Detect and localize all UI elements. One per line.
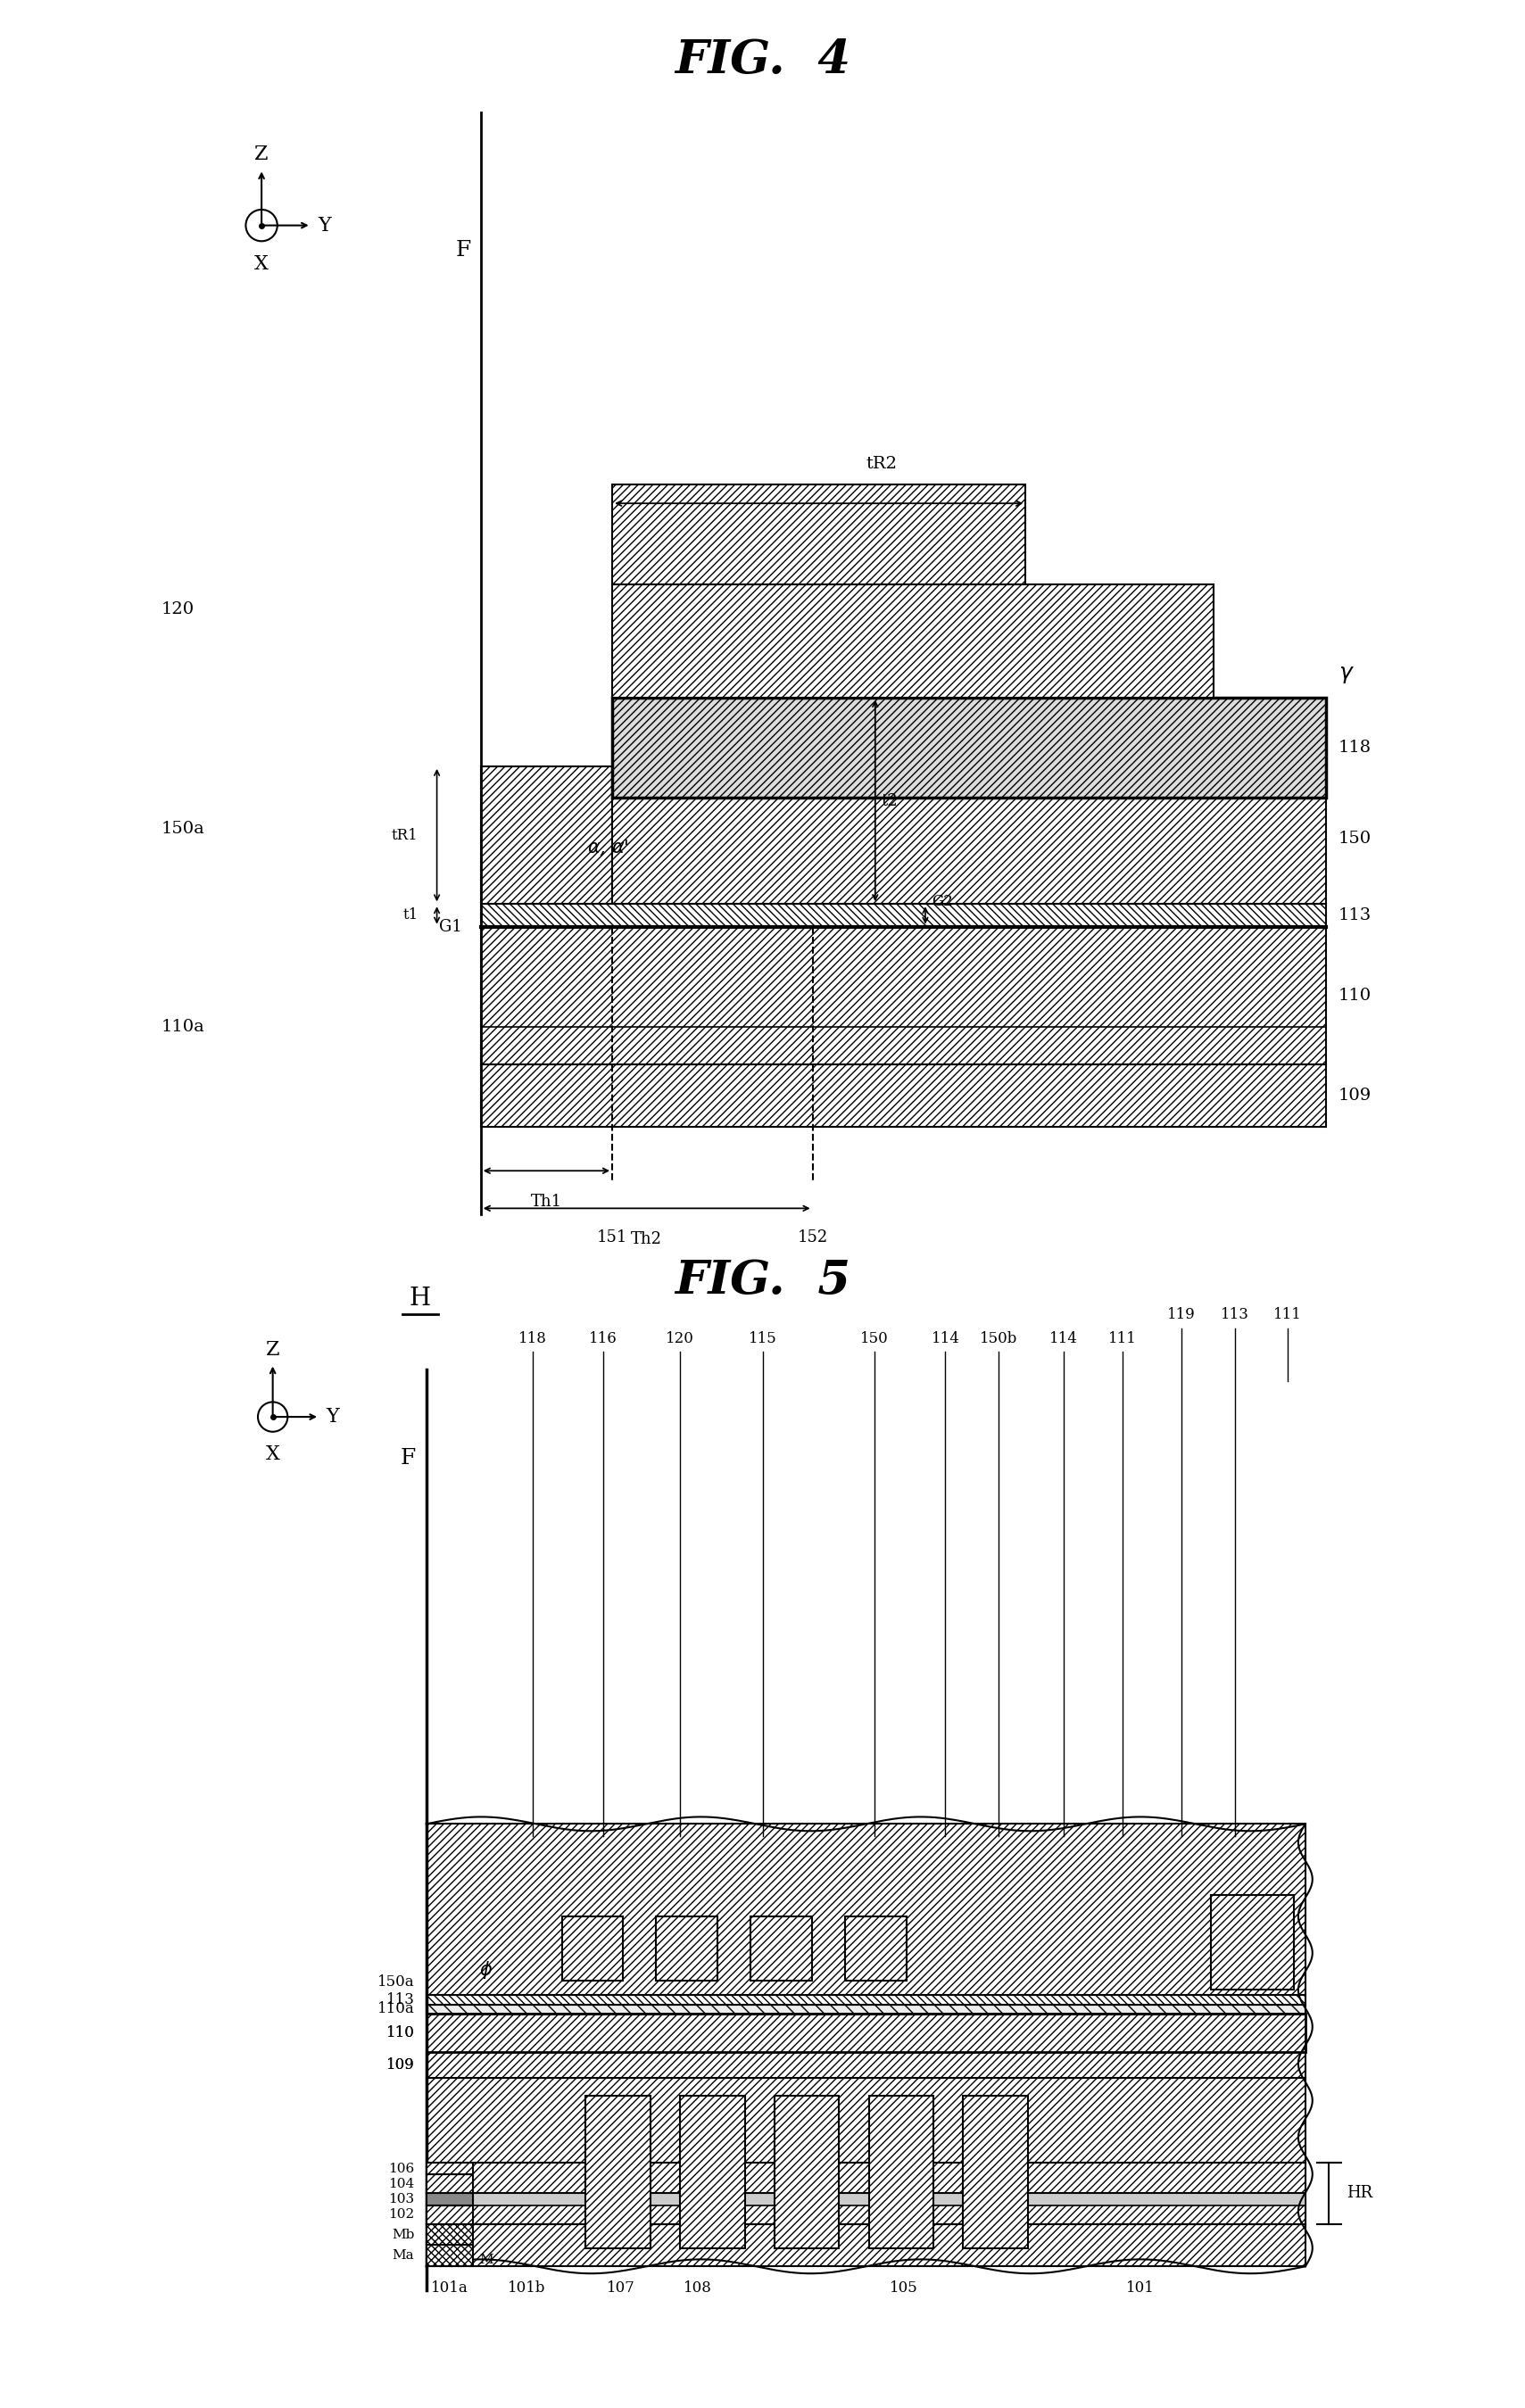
Text: 116: 116 (589, 1332, 618, 1346)
Text: HR: HR (1347, 2184, 1372, 2201)
Text: 101a: 101a (432, 2280, 468, 2295)
Text: 113: 113 (1339, 908, 1372, 922)
Text: Z: Z (265, 1339, 279, 1361)
Text: F: F (456, 241, 471, 260)
Bar (869, 2095, 933, 2249)
Bar (612, 797, 1327, 903)
Text: Th1: Th1 (531, 1194, 563, 1209)
Text: 150b: 150b (979, 1332, 1017, 1346)
Text: 101b: 101b (508, 2280, 546, 2295)
Bar (425, 2206, 473, 2225)
Bar (425, 1994, 1305, 2003)
Text: 110a: 110a (162, 1019, 204, 1035)
Text: 150: 150 (1339, 831, 1371, 845)
Text: X: X (255, 255, 268, 275)
Text: G1: G1 (439, 917, 462, 934)
Text: 111: 111 (1109, 1332, 1136, 1346)
Text: 152: 152 (798, 1230, 828, 1245)
Text: 110: 110 (386, 2025, 415, 2040)
Text: 109: 109 (386, 2056, 415, 2073)
Bar (473, 2162, 1305, 2225)
Text: Th2: Th2 (631, 1230, 662, 1247)
Bar (473, 2194, 1305, 2206)
Text: t1: t1 (403, 908, 418, 922)
Text: 107: 107 (607, 2280, 634, 2295)
Bar (964, 2095, 1028, 2249)
Bar (425, 2003, 1305, 2013)
Text: 118: 118 (1339, 739, 1371, 756)
Text: 150: 150 (860, 1332, 889, 1346)
Bar (480, 1064, 1327, 1127)
Text: H: H (410, 1286, 432, 1310)
Text: 150a: 150a (377, 1975, 415, 1989)
Bar (425, 2013, 1305, 2052)
Text: 104: 104 (389, 2177, 415, 2189)
Text: 109: 109 (386, 2056, 415, 2073)
Text: 150a: 150a (162, 821, 204, 838)
Text: 105: 105 (891, 2280, 918, 2295)
Bar (1211, 1895, 1293, 1989)
Text: Y: Y (317, 217, 331, 236)
Text: 109: 109 (1339, 1088, 1372, 1103)
Text: X: X (265, 1445, 279, 1464)
Bar (425, 2174, 473, 2194)
Text: 113: 113 (386, 1991, 415, 2008)
Text: FIG.  4: FIG. 4 (674, 39, 851, 82)
Bar (425, 2225, 473, 2244)
Text: 111: 111 (1273, 1308, 1302, 1322)
Text: 114: 114 (1049, 1332, 1078, 1346)
Bar (612, 698, 1327, 797)
Bar (775, 2095, 839, 2249)
Text: M: M (479, 2254, 493, 2266)
Text: 120: 120 (666, 1332, 694, 1346)
Text: 113: 113 (1220, 1308, 1249, 1322)
Bar (425, 2052, 1305, 2078)
Bar (480, 903, 1327, 927)
Bar (680, 2095, 744, 2249)
Text: Z: Z (255, 144, 268, 164)
Bar (845, 1917, 906, 1982)
Text: $\gamma$: $\gamma$ (1339, 665, 1354, 684)
Text: Y: Y (326, 1406, 339, 1426)
Text: 118: 118 (518, 1332, 546, 1346)
Bar (561, 1917, 624, 1982)
Bar (750, 1917, 813, 1982)
Text: tR2: tR2 (866, 455, 897, 472)
Text: 114: 114 (932, 1332, 959, 1346)
Bar (425, 2244, 473, 2266)
Text: 106: 106 (389, 2162, 415, 2174)
Text: FIG.  5: FIG. 5 (674, 1257, 851, 1303)
Bar (612, 484, 1025, 585)
Bar (586, 2095, 650, 2249)
Bar (425, 2078, 1305, 2266)
Bar (656, 1917, 718, 1982)
Bar (425, 2194, 473, 2206)
Text: Mb: Mb (392, 2227, 415, 2242)
Text: t2: t2 (881, 792, 898, 809)
Text: 110: 110 (386, 2025, 415, 2040)
Text: 108: 108 (683, 2280, 712, 2295)
Bar (480, 766, 612, 903)
Bar (425, 1823, 1305, 1994)
Text: 115: 115 (749, 1332, 776, 1346)
Text: 110a: 110a (377, 2001, 415, 2018)
Text: 120: 120 (162, 602, 195, 619)
Text: F: F (401, 1447, 416, 1469)
Text: 151: 151 (596, 1230, 628, 1245)
Bar (612, 585, 1214, 698)
Text: 101: 101 (1125, 2280, 1154, 2295)
Text: 103: 103 (389, 2194, 415, 2206)
Bar (480, 927, 1327, 1064)
Text: G2: G2 (932, 893, 953, 910)
Text: 102: 102 (389, 2208, 415, 2220)
Text: $\phi$: $\phi$ (479, 1960, 493, 1982)
Text: tR1: tR1 (392, 828, 418, 843)
Text: 110: 110 (1339, 987, 1371, 1004)
Bar (425, 2162, 473, 2174)
Text: Ma: Ma (392, 2249, 415, 2261)
Text: $\alpha$, $\alpha$': $\alpha$, $\alpha$' (587, 838, 628, 857)
Text: 119: 119 (1167, 1308, 1196, 1322)
